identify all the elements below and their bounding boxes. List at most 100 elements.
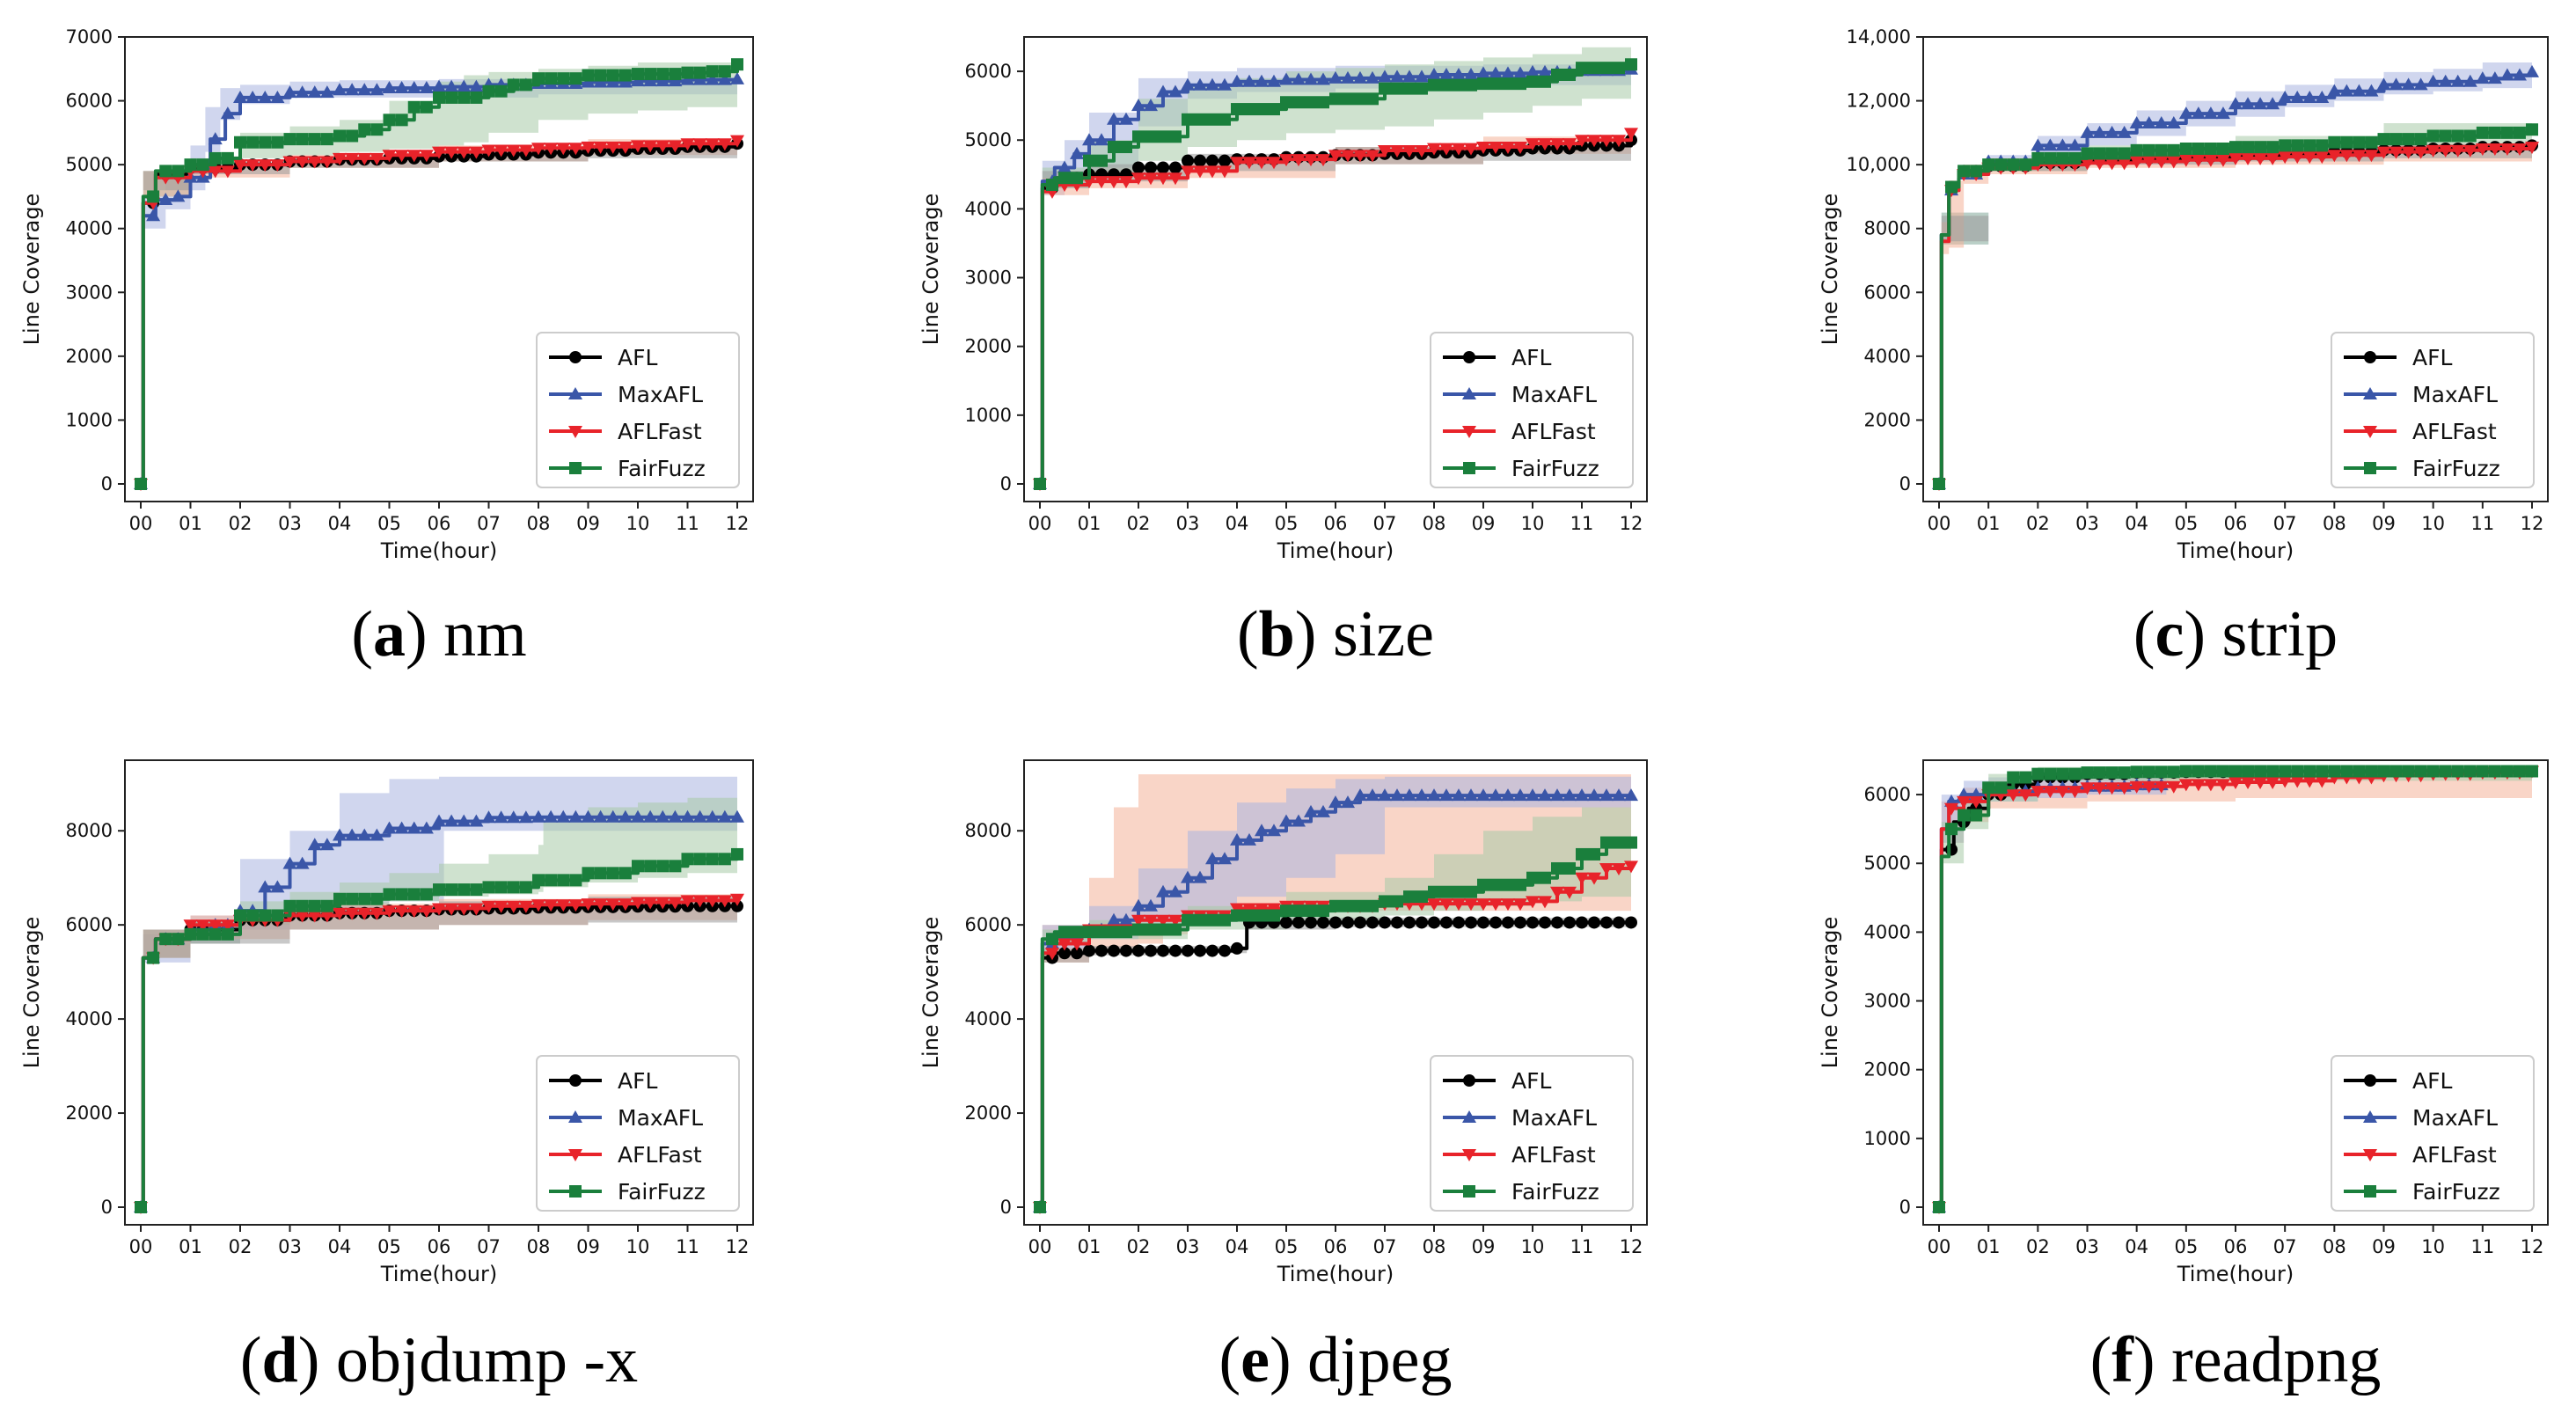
- point-fairfuzz: [2229, 141, 2242, 154]
- x-tick-label: 11: [1570, 513, 1594, 534]
- point-maxafl: [1501, 788, 1515, 802]
- point-aflfast: [444, 903, 459, 916]
- point-aflfast: [1427, 143, 1441, 156]
- y-tick-label: 2000: [1864, 1059, 1911, 1080]
- point-fairfuzz: [482, 84, 495, 98]
- legend: AFL MaxAFL AFLFast FairFuzz: [1430, 1055, 1634, 1212]
- point-maxafl: [1193, 77, 1207, 91]
- x-tick-label: 03: [278, 1236, 302, 1257]
- point-afl: [1058, 947, 1071, 960]
- point-fairfuzz: [681, 853, 694, 866]
- legend-box: [2331, 332, 2535, 488]
- point-aflfast: [345, 907, 360, 920]
- point-aflfast: [1599, 135, 1614, 148]
- y-tick-label: 4000: [66, 218, 113, 239]
- point-afl: [1169, 944, 1182, 957]
- point-fairfuzz: [147, 190, 160, 203]
- point-maxafl: [1316, 72, 1330, 85]
- x-tick-label: 02: [2026, 1236, 2050, 1257]
- point-fairfuzz: [693, 66, 706, 79]
- point-aflfast: [419, 905, 434, 919]
- point-fairfuzz: [1342, 899, 1354, 912]
- point-fairfuzz: [2500, 765, 2514, 778]
- point-fairfuzz: [2340, 136, 2353, 149]
- point-aflfast: [568, 143, 583, 156]
- x-tick-label: 10: [1521, 1236, 1545, 1257]
- x-tick-label: 12: [2521, 513, 2544, 534]
- point-fairfuzz: [1416, 82, 1428, 95]
- x-tick-label: 00: [1928, 513, 1951, 534]
- point-fairfuzz: [2254, 141, 2267, 154]
- point-fairfuzz: [283, 133, 296, 146]
- point-fairfuzz: [2353, 136, 2366, 149]
- point-afl: [1218, 154, 1231, 167]
- point-aflfast: [233, 159, 247, 172]
- legend-label-aflfast: AFLFast: [2412, 419, 2497, 444]
- point-fairfuzz: [1292, 96, 1305, 109]
- point-maxafl: [1070, 146, 1084, 159]
- point-aflfast: [1575, 872, 1589, 885]
- point-maxafl: [1131, 898, 1145, 912]
- point-aflfast: [1501, 898, 1515, 912]
- x-tick-label: 12: [726, 513, 750, 534]
- point-maxafl: [1439, 788, 1453, 802]
- point-fairfuzz: [407, 888, 421, 901]
- point-aflfast: [2278, 775, 2293, 788]
- point-fairfuzz: [2389, 765, 2403, 778]
- point-fairfuzz: [172, 165, 185, 178]
- point-fairfuzz: [1428, 78, 1440, 92]
- point-afl: [1539, 916, 1551, 929]
- point-maxafl: [270, 90, 285, 103]
- point-aflfast: [295, 910, 310, 923]
- point-maxafl: [1304, 72, 1318, 85]
- legend-marker-fairfuzz: [1463, 462, 1475, 474]
- point-maxafl: [307, 838, 322, 851]
- point-aflfast: [1464, 898, 1478, 912]
- point-fairfuzz: [1600, 62, 1613, 75]
- point-aflfast: [2215, 779, 2230, 792]
- band-fairfuzz: [143, 793, 738, 958]
- chart-a: 00 01 02 03 04 05 06 07 08 09 10 11 12 0 1000 2000 3000 4…: [19, 26, 754, 670]
- legend-label-fairfuzz: FairFuzz: [2412, 456, 2500, 481]
- point-aflfast: [2117, 157, 2132, 171]
- x-tick-label: 06: [2224, 513, 2248, 534]
- point-aflfast: [2512, 143, 2527, 156]
- point-maxafl: [692, 809, 707, 823]
- point-fairfuzz: [1231, 103, 1243, 116]
- point-maxafl: [1513, 66, 1527, 79]
- x-tick-label: 09: [2372, 1236, 2396, 1257]
- point-aflfast: [730, 135, 744, 148]
- legend-label-fairfuzz: FairFuzz: [618, 1179, 706, 1205]
- point-aflfast: [1476, 142, 1490, 155]
- point-maxafl: [1415, 70, 1429, 83]
- point-aflfast: [2525, 142, 2539, 155]
- point-fairfuzz: [1514, 878, 1526, 891]
- point-maxafl: [419, 821, 434, 834]
- caption-letter: b: [1259, 598, 1295, 670]
- point-fairfuzz: [2526, 123, 2538, 136]
- point-maxafl: [394, 81, 409, 94]
- point-fairfuzz: [2426, 129, 2440, 143]
- chart-c: 00 01 02 03 04 05 06 07 08 09 10 11 12 0 2000 4000 6000 8…: [1818, 26, 2549, 670]
- x-tick-label: 02: [1127, 1236, 1151, 1257]
- point-maxafl: [2067, 138, 2082, 151]
- point-maxafl: [2475, 71, 2490, 84]
- point-fairfuzz: [209, 927, 222, 941]
- point-fairfuzz: [1588, 847, 1600, 861]
- x-tick-label: 12: [726, 1236, 750, 1257]
- point-fairfuzz: [1526, 75, 1539, 88]
- point-fairfuzz: [433, 883, 445, 897]
- point-aflfast: [730, 893, 744, 906]
- x-tick-label: 11: [2470, 1236, 2494, 1257]
- point-fairfuzz: [1083, 926, 1095, 939]
- point-fairfuzz: [1157, 923, 1169, 936]
- point-afl: [1095, 944, 1108, 957]
- legend-box: [536, 1055, 740, 1212]
- point-aflfast: [531, 899, 545, 912]
- point-maxafl: [1279, 814, 1293, 827]
- point-fairfuzz: [1046, 933, 1058, 946]
- point-maxafl: [2302, 90, 2317, 103]
- point-fairfuzz: [2081, 766, 2094, 780]
- x-tick-label: 03: [2075, 513, 2099, 534]
- point-maxafl: [2499, 68, 2514, 81]
